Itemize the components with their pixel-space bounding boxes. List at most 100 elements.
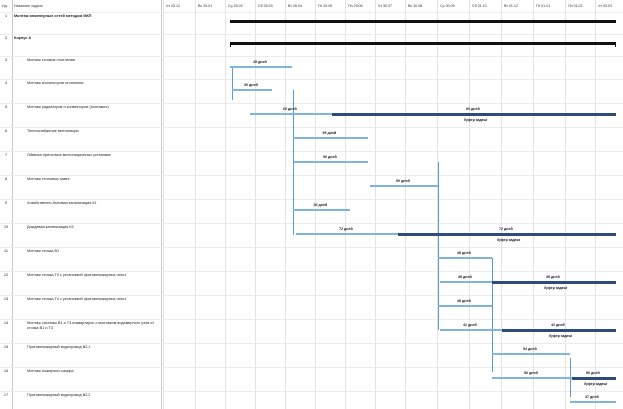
task-id[interactable]: 10 — [3, 225, 9, 229]
task-bar[interactable] — [570, 401, 616, 403]
task-id[interactable]: 15 — [3, 345, 9, 349]
task-bar[interactable] — [438, 257, 492, 259]
timescale-label: Вс 30.08 — [408, 4, 423, 8]
row-divider — [0, 56, 623, 57]
timescale-label: Ср 30.09 — [440, 4, 455, 8]
task-id[interactable]: 3 — [4, 58, 8, 62]
buffer-bar[interactable] — [332, 112, 616, 116]
task-id[interactable]: 2 — [4, 36, 8, 40]
task-bar[interactable] — [438, 305, 492, 307]
row-divider — [0, 103, 623, 104]
task-bar[interactable] — [492, 377, 572, 379]
timescale-label: Чт 30.07 — [378, 4, 393, 8]
dependency-connector — [438, 162, 439, 330]
buffer-duration-label: 38 дней — [546, 275, 560, 279]
row-divider — [0, 199, 623, 200]
task-id[interactable]: 16 — [3, 369, 9, 373]
task-bar[interactable] — [440, 281, 492, 283]
buffer-duration-label: 42 дней — [551, 323, 565, 327]
row-divider — [0, 271, 623, 272]
duration-label: 56 дней — [524, 371, 538, 375]
task-name[interactable]: Монтаж стояка Т3 с установкой противопож… — [27, 273, 126, 277]
task-id[interactable]: 8 — [4, 177, 8, 181]
task-bar[interactable] — [250, 113, 332, 115]
timescale-gridline — [345, 0, 346, 409]
task-id[interactable]: 6 — [4, 129, 8, 133]
task-bar[interactable] — [296, 233, 398, 235]
task-name[interactable]: Монтаж системы В1 и Т3 поквартирно с мон… — [27, 321, 154, 330]
duration-label: 55 дней — [322, 131, 337, 135]
table-chart-divider[interactable] — [161, 0, 162, 409]
task-id[interactable]: 4 — [4, 81, 8, 85]
task-bar[interactable] — [293, 137, 368, 139]
task-bar[interactable] — [230, 66, 292, 68]
buffer-duration-label: 60 дней — [466, 107, 480, 111]
task-name[interactable]: Корпус А — [14, 36, 32, 40]
task-id[interactable]: 5 — [4, 105, 8, 109]
task-name[interactable]: Монтаж стояков отопления — [27, 58, 75, 62]
task-name[interactable]: Монтаж тепловых завес — [27, 177, 70, 181]
task-name[interactable]: Обвязка приточных вентиляционных установ… — [27, 153, 111, 157]
buffer-bar[interactable] — [398, 232, 616, 236]
duration-label: 38 дней — [457, 251, 471, 255]
task-name[interactable]: Монтаж коллекторов отопления — [27, 81, 84, 85]
task-bar[interactable] — [293, 209, 350, 211]
task-id[interactable]: 7 — [4, 153, 8, 157]
task-name[interactable]: Хозяйственно-бытовая канализация К1 — [27, 201, 97, 205]
task-bar[interactable] — [370, 185, 438, 187]
task-id[interactable]: 9 — [4, 201, 8, 205]
timescale-label: Пн 29.06 — [348, 4, 363, 8]
timescale-label: Пн 01.02 — [568, 4, 583, 8]
timescale-label: Вт 28.04 — [288, 4, 302, 8]
task-bar[interactable] — [440, 329, 502, 331]
task-bar[interactable] — [232, 89, 272, 91]
task-id[interactable]: 17 — [3, 393, 9, 397]
task-id[interactable]: 1 — [4, 14, 8, 18]
duration-label: 38 дней — [458, 275, 472, 279]
row-divider — [0, 295, 623, 296]
timescale-gridline — [405, 0, 406, 409]
duration-label: 72 дней — [339, 227, 353, 231]
summary-bar[interactable] — [230, 42, 616, 45]
task-name[interactable]: Теплоснабжение вентиляции — [27, 129, 79, 133]
buffer-bar[interactable] — [502, 328, 616, 332]
timescale-label: Чт 25.12 — [166, 4, 181, 8]
duration-label: 50 дней — [323, 155, 337, 159]
timescale-gridline — [437, 0, 438, 409]
buffer-duration-label: 72 дней — [499, 227, 513, 231]
timescale-gridline — [315, 0, 316, 409]
summary-bar[interactable] — [230, 20, 616, 23]
task-id[interactable]: 13 — [3, 297, 9, 301]
task-name[interactable]: Дождевая канализация К2 — [27, 225, 74, 229]
buffer-bar[interactable] — [572, 376, 616, 380]
buffer-bar[interactable] — [492, 280, 616, 284]
task-bar[interactable] — [492, 353, 570, 355]
task-id[interactable]: 14 — [3, 321, 9, 325]
task-name[interactable]: Монтаж стояка В1 — [27, 249, 60, 253]
id-column-divider[interactable] — [12, 0, 13, 409]
summary-cap-end — [615, 42, 616, 47]
buffer-caption: буфер задачи — [584, 382, 608, 386]
duration-label: 60 дней — [283, 107, 297, 111]
timescale-gridline — [469, 0, 470, 409]
timescale-label: Сб 28.03 — [258, 4, 273, 8]
task-bar[interactable] — [294, 161, 368, 163]
dependency-connector — [232, 66, 233, 100]
buffer-caption: буфер задачи — [464, 118, 488, 122]
timescale-label: Сб 31.10 — [472, 4, 487, 8]
buffer-caption: буфер задачи — [549, 334, 573, 338]
task-name[interactable]: Противопожарный водопровод В2.1 — [27, 345, 91, 349]
duration-label: 54 дней — [523, 347, 537, 351]
task-name[interactable]: Монтаж радиаторов и конвекторов (поэтажн… — [27, 105, 109, 109]
task-name[interactable]: Монтаж стояка Т4 с установкой противопож… — [27, 297, 126, 301]
task-name[interactable]: Монтаж пожарного шкафа — [27, 369, 74, 373]
task-name[interactable]: Монтаж инженерных сетей методом МКП — [14, 14, 92, 18]
duration-label: 40 дней — [313, 203, 328, 207]
timescale-gridline — [285, 0, 286, 409]
task-id[interactable]: 11 — [4, 249, 8, 253]
task-id[interactable]: 12 — [3, 273, 9, 277]
row-divider — [0, 12, 623, 13]
duration-label: 45 дней — [253, 60, 267, 64]
task-name[interactable]: Противопожарный водопровод В2.2 — [27, 393, 91, 397]
